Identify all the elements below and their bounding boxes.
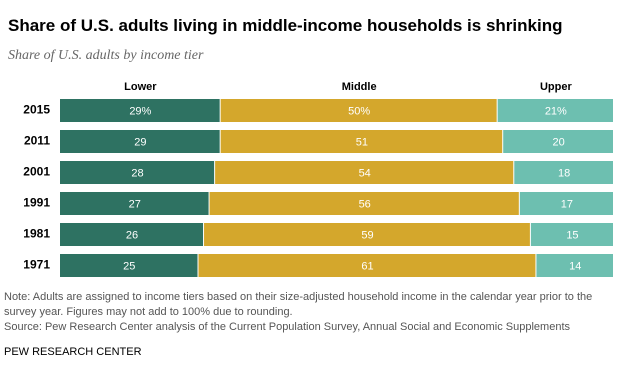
data-label: 17	[561, 198, 573, 210]
bar-segment	[60, 130, 220, 153]
data-label: 26	[126, 229, 138, 241]
legend-label: Middle	[342, 81, 377, 93]
bar-segment	[209, 192, 519, 215]
y-tick-label: 2001	[23, 165, 50, 179]
bar-segment	[536, 254, 613, 277]
data-label: 29	[134, 136, 146, 148]
bar-segment	[204, 223, 530, 246]
chart-title: Share of U.S. adults living in middle-in…	[8, 16, 563, 35]
data-label: 27	[129, 198, 141, 210]
bar-segment	[497, 99, 613, 122]
data-label: 20	[552, 136, 564, 148]
footer: PEW RESEARCH CENTER	[4, 346, 142, 358]
data-label: 21%	[545, 105, 567, 117]
bar-segment	[60, 192, 209, 215]
data-label: 28	[131, 167, 143, 179]
data-label: 61	[361, 260, 373, 272]
y-tick-label: 1971	[23, 258, 50, 272]
data-label: 14	[569, 260, 581, 272]
chart: 2015 29% Lower 50% Middle 21% Upper 2011 29 51 20 2…	[23, 81, 613, 277]
legend-label: Lower	[124, 81, 157, 93]
chart-subtitle: Share of U.S. adults by income tier	[8, 48, 204, 63]
bar-segment	[60, 99, 220, 122]
bar-segment	[519, 192, 613, 215]
bar-segment	[198, 254, 536, 277]
bar-segment	[60, 254, 198, 277]
bar-segment	[503, 130, 613, 153]
source: Source: Pew Research Center analysis of …	[4, 321, 570, 333]
bar-segment	[220, 99, 497, 122]
y-tick-label: 1981	[23, 227, 50, 241]
y-tick-label: 2015	[23, 103, 50, 117]
data-label: 29%	[129, 105, 151, 117]
y-tick-label: 1991	[23, 196, 50, 210]
bar-segment	[60, 223, 204, 246]
bar-segment	[60, 161, 215, 184]
bar-segment	[514, 161, 613, 184]
data-label: 59	[361, 229, 373, 241]
data-label: 25	[123, 260, 135, 272]
data-label: 56	[359, 198, 371, 210]
data-label: 15	[566, 229, 578, 241]
note: Note: Adults are assigned to income tier…	[4, 291, 593, 318]
bar-segment	[220, 130, 503, 153]
data-label: 51	[356, 136, 368, 148]
bar-segment	[215, 161, 514, 184]
legend-label: Upper	[540, 81, 573, 93]
data-label: 18	[558, 167, 570, 179]
bar-segment	[530, 223, 613, 246]
y-tick-label: 2011	[24, 134, 50, 148]
data-label: 50%	[348, 105, 370, 117]
data-label: 54	[359, 167, 371, 179]
